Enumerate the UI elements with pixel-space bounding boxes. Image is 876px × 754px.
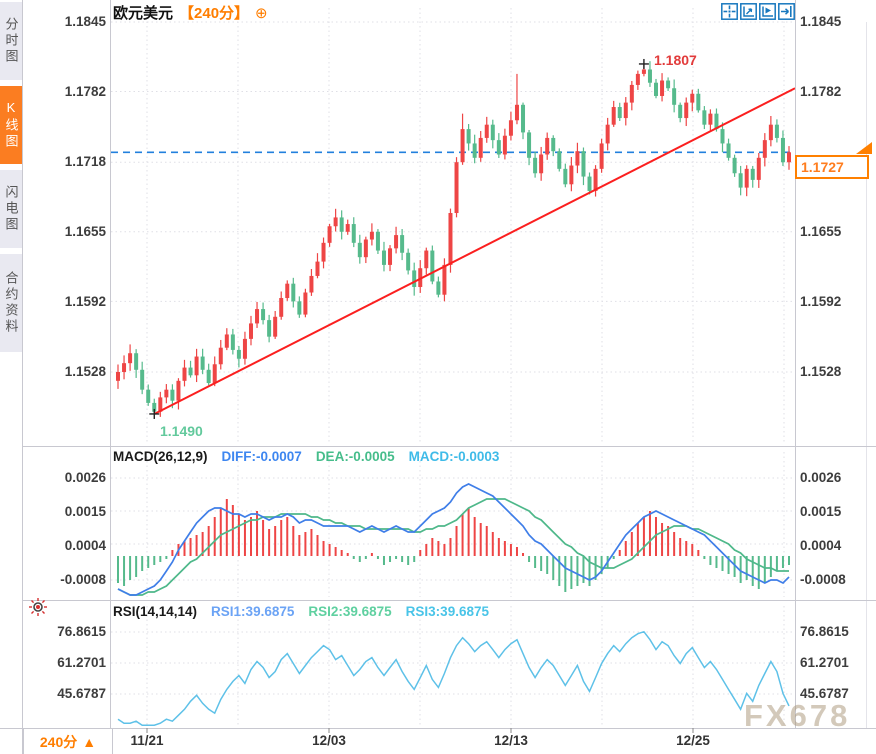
macd-tick: 0.0015 bbox=[64, 504, 106, 519]
timeframe-label: 240分 bbox=[39, 733, 78, 750]
x-axis-date: 12/03 bbox=[312, 733, 346, 748]
price-tick: 1.1845 bbox=[800, 14, 842, 29]
sidebar-item-label: 合约资料 bbox=[3, 271, 19, 335]
rsi-title: RSI(14,14,14) bbox=[113, 604, 198, 619]
x-axis-date: 12/25 bbox=[676, 733, 710, 748]
x-axis-date: 11/21 bbox=[130, 733, 164, 748]
macd-dea-value: DEA:-0.0005 bbox=[315, 449, 395, 464]
sidebar-item-contract-info[interactable]: 合约资料 bbox=[0, 254, 22, 352]
watermark: FX678 bbox=[744, 698, 851, 733]
timeframe-selector[interactable]: 240分 ▲ bbox=[23, 728, 113, 754]
period-label: 【240分】 bbox=[179, 5, 250, 22]
high-price-label: 1.1807 bbox=[654, 52, 697, 68]
x-axis-date: 12/13 bbox=[494, 733, 528, 748]
last-price-tag: 1.1727 bbox=[795, 155, 869, 179]
sidebar-item-label: 分时图 bbox=[3, 17, 19, 65]
price-tick: 1.1782 bbox=[64, 84, 106, 99]
macd-tick: -0.0008 bbox=[60, 572, 106, 587]
sidebar-item-time-chart[interactable]: 分时图 bbox=[0, 2, 22, 80]
jump-to-latest-icon[interactable] bbox=[778, 3, 795, 20]
price-tick: 1.1782 bbox=[800, 84, 842, 99]
rsi2-value: RSI2:39.6875 bbox=[308, 604, 392, 619]
macd-tick: 0.0015 bbox=[800, 504, 842, 519]
macd-tick: -0.0008 bbox=[800, 572, 846, 587]
rsi-header: RSI(14,14,14) RSI1:39.6875 RSI2:39.6875 … bbox=[113, 604, 489, 619]
price-tick: 1.1718 bbox=[64, 154, 106, 169]
price-tick: 1.1528 bbox=[64, 364, 106, 379]
macd-title: MACD(26,12,9) bbox=[113, 449, 208, 464]
chart-toolbar bbox=[721, 3, 795, 20]
symbol-name: 欧元美元 bbox=[113, 5, 174, 22]
add-indicator-icon[interactable]: ⊕ bbox=[255, 4, 268, 22]
rsi-tick: 61.2701 bbox=[57, 655, 106, 670]
macd-tick: 0.0026 bbox=[64, 470, 106, 485]
sidebar-item-label: 闪电图 bbox=[3, 185, 19, 233]
sidebar-item-lightning-chart[interactable]: 闪电图 bbox=[0, 170, 22, 248]
alert-indicator-icon[interactable] bbox=[28, 597, 48, 617]
price-tick: 1.1528 bbox=[800, 364, 842, 379]
rsi1-value: RSI1:39.6875 bbox=[211, 604, 295, 619]
macd-tick: 0.0004 bbox=[800, 538, 842, 553]
price-tick: 1.1592 bbox=[64, 294, 106, 309]
price-tick: 1.1655 bbox=[800, 224, 842, 239]
rsi-tick: 45.6787 bbox=[800, 686, 849, 701]
axis-auto-scale-icon[interactable] bbox=[759, 3, 776, 20]
price-pointer-icon bbox=[856, 142, 872, 154]
rsi-tick: 61.2701 bbox=[800, 655, 849, 670]
macd-tick: 0.0004 bbox=[64, 538, 106, 553]
macd-tick: 0.0026 bbox=[800, 470, 842, 485]
price-tick: 1.1592 bbox=[800, 294, 842, 309]
crosshair-move-icon[interactable] bbox=[721, 3, 738, 20]
macd-macd-value: MACD:-0.0003 bbox=[408, 449, 500, 464]
axis-scale-reset-icon[interactable] bbox=[740, 3, 757, 20]
sidebar-item-label: K线图 bbox=[3, 100, 19, 150]
price-tick: 1.1845 bbox=[64, 14, 106, 29]
rsi3-value: RSI3:39.6875 bbox=[405, 604, 489, 619]
price-tick: 1.1655 bbox=[64, 224, 106, 239]
chevron-up-icon: ▲ bbox=[82, 733, 97, 750]
rsi-tick: 76.8615 bbox=[57, 624, 106, 639]
chart-title: 欧元美元 【240分】 ⊕ bbox=[113, 2, 268, 23]
macd-diff-value: DIFF:-0.0007 bbox=[221, 449, 302, 464]
macd-header: MACD(26,12,9) DIFF:-0.0007 DEA:-0.0005 M… bbox=[113, 449, 499, 464]
rsi-tick: 45.6787 bbox=[57, 686, 106, 701]
sidebar-item-kline-chart[interactable]: K线图 bbox=[0, 86, 22, 164]
low-price-label: 1.1490 bbox=[160, 423, 203, 439]
rsi-tick: 76.8615 bbox=[800, 624, 849, 639]
